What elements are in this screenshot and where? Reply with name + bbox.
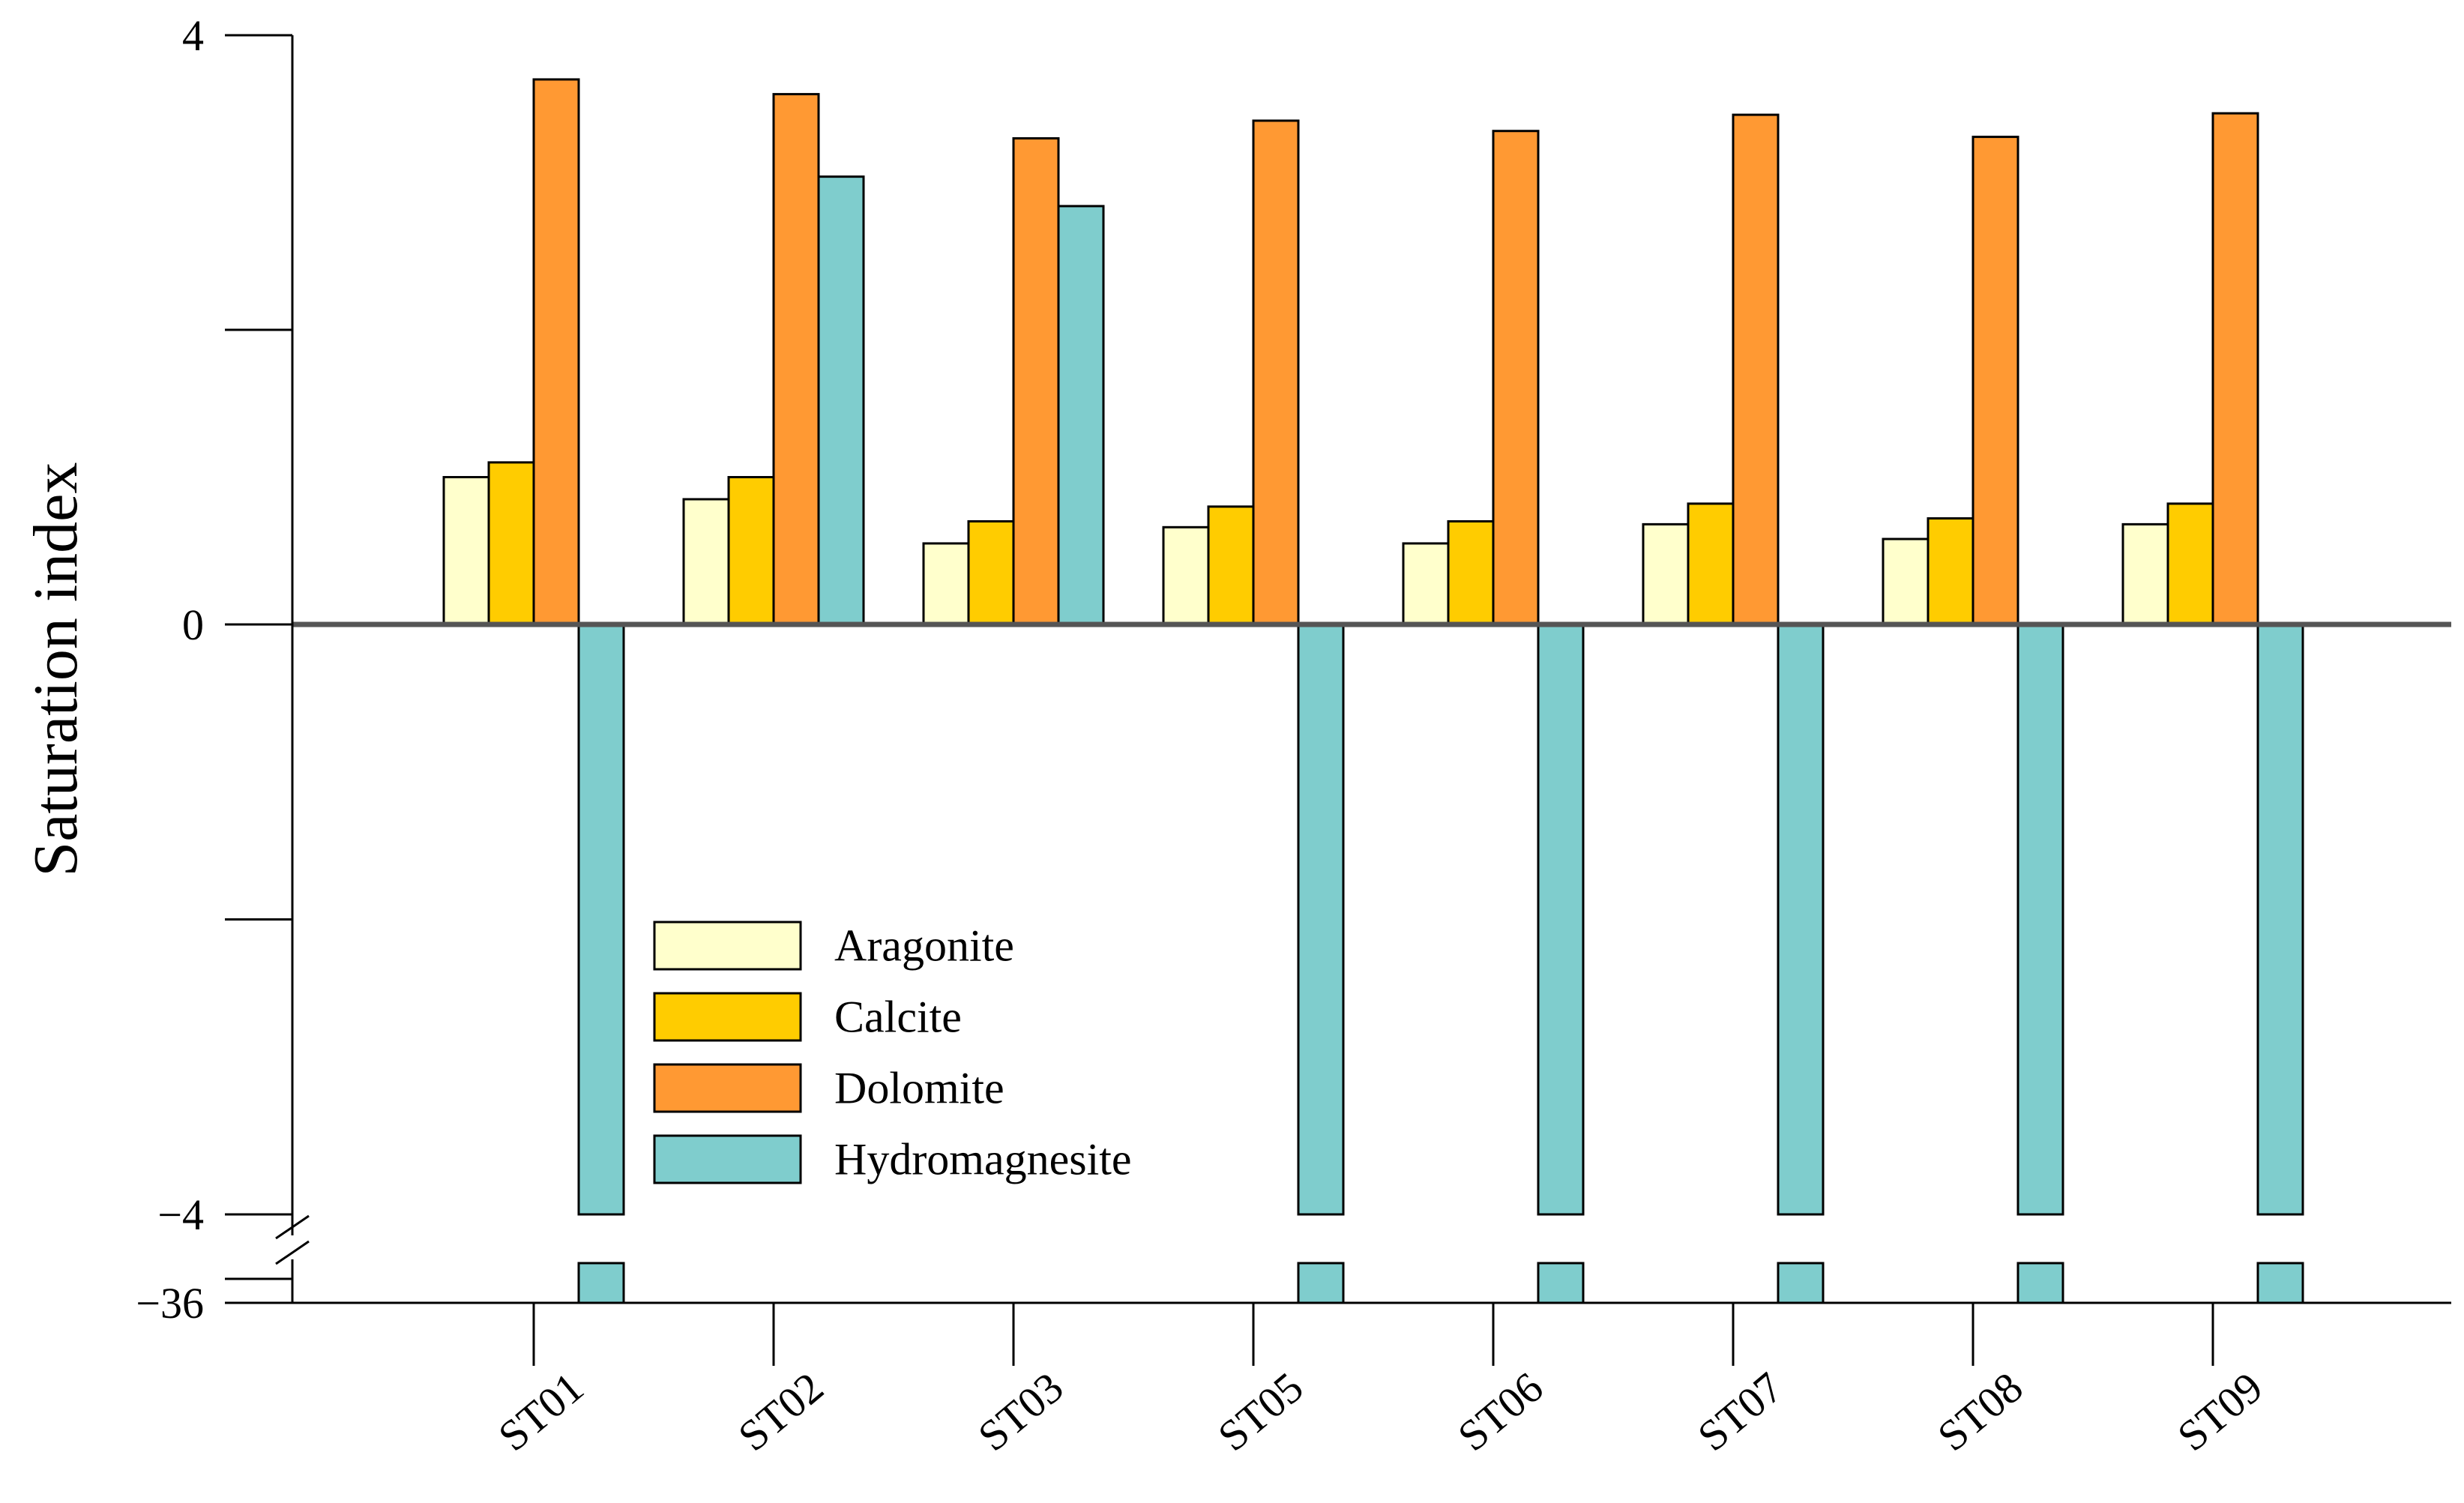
bar-calcite-st06 [1447, 519, 1495, 626]
y-axis-title: Saturation index [21, 463, 91, 877]
bar-hydromagnesite-st05-lower [1297, 1262, 1345, 1304]
bar-aragonite-st08 [1882, 537, 1930, 626]
axes-layer: 4 0 −4 −36 Saturation index ST01 ST02 ST03 ST05 S… [21, 11, 2451, 1460]
bar-aragonite-st06 [1402, 542, 1450, 626]
bar-aragonite-st07 [1642, 522, 1690, 626]
axis-break-gap [1297, 1216, 1345, 1262]
axis-break-gap [2016, 1216, 2064, 1262]
x-tick-label-st05: ST05 [1208, 1363, 1312, 1461]
bar-hydromagnesite-st08 [2016, 623, 2064, 1216]
bar-hydromagnesite-st02 [817, 175, 865, 626]
legend-swatch-dolomite [653, 1063, 802, 1113]
bars-layer [442, 78, 2304, 1304]
bar-hydromagnesite-st08-lower [2016, 1262, 2064, 1304]
bar-aragonite-st09 [2121, 522, 2169, 626]
bar-hydromagnesite-st01-lower [577, 1262, 625, 1304]
x-tick-label-st08: ST08 [1928, 1363, 2031, 1461]
axis-break-mark [275, 1240, 310, 1265]
y-tick-label: 0 [182, 600, 204, 649]
legend-swatch-hydromagnesite [653, 1134, 802, 1184]
bar-dolomite-st03 [1012, 137, 1060, 626]
bar-hydromagnesite-st09-lower [2256, 1262, 2304, 1304]
bar-dolomite-st07 [1732, 113, 1780, 626]
bar-hydromagnesite-st06 [1537, 623, 1585, 1216]
bar-hydromagnesite-st07-lower [1777, 1262, 1825, 1304]
legend-swatch-aragonite [653, 921, 802, 971]
legend-label-hydromagnesite: Hydromagnesite [834, 1135, 1132, 1184]
bar-calcite-st08 [1927, 517, 1974, 626]
axis-break-gap [577, 1216, 625, 1262]
x-tick-label-st02: ST02 [729, 1363, 832, 1461]
axis-break-mark [275, 1214, 310, 1240]
bar-calcite-st05 [1207, 505, 1255, 626]
legend: Aragonite Calcite Dolomite Hydromagnesite [653, 921, 1132, 1184]
bar-calcite-st07 [1687, 502, 1735, 626]
legend-label-dolomite: Dolomite [834, 1064, 1004, 1113]
bar-calcite-st02 [727, 476, 775, 626]
bar-hydromagnesite-st05 [1297, 623, 1345, 1216]
bar-hydromagnesite-st09 [2256, 623, 2304, 1216]
legend-label-calcite: Calcite [834, 993, 962, 1042]
bar-aragonite-st01 [442, 476, 490, 626]
bar-calcite-st09 [2166, 502, 2214, 626]
bar-aragonite-st02 [682, 498, 730, 626]
bar-calcite-st03 [967, 519, 1015, 626]
bar-dolomite-st02 [772, 93, 820, 626]
axis-break-gap [1537, 1216, 1585, 1262]
bar-dolomite-st05 [1252, 119, 1300, 626]
bar-dolomite-st08 [1971, 136, 2019, 626]
bar-dolomite-st01 [532, 78, 580, 626]
bar-aragonite-st03 [922, 542, 970, 626]
y-tick-label: −36 [136, 1279, 204, 1328]
y-tick-label: −4 [157, 1190, 204, 1239]
bar-calcite-st01 [487, 461, 535, 626]
bar-hydromagnesite-st01 [577, 623, 625, 1216]
bar-dolomite-st06 [1492, 130, 1540, 626]
axis-break-gap [1777, 1216, 1825, 1262]
axis-break-gap [2256, 1216, 2304, 1262]
y-tick-label: 4 [182, 11, 204, 60]
x-tick-label-st03: ST03 [969, 1363, 1072, 1461]
bar-hydromagnesite-st06-lower [1537, 1262, 1585, 1304]
bar-dolomite-st09 [2211, 112, 2259, 626]
x-tick-label-st01: ST01 [489, 1363, 592, 1461]
x-tick-label-st09: ST09 [2168, 1363, 2271, 1461]
legend-swatch-calcite [653, 992, 802, 1042]
bar-hydromagnesite-st07 [1777, 623, 1825, 1216]
x-tick-label-st06: ST06 [1448, 1363, 1552, 1461]
bar-hydromagnesite-st03 [1057, 205, 1105, 626]
x-tick-label-st07: ST07 [1688, 1363, 1792, 1461]
legend-label-aragonite: Aragonite [834, 921, 1014, 971]
bar-aragonite-st05 [1162, 525, 1210, 626]
